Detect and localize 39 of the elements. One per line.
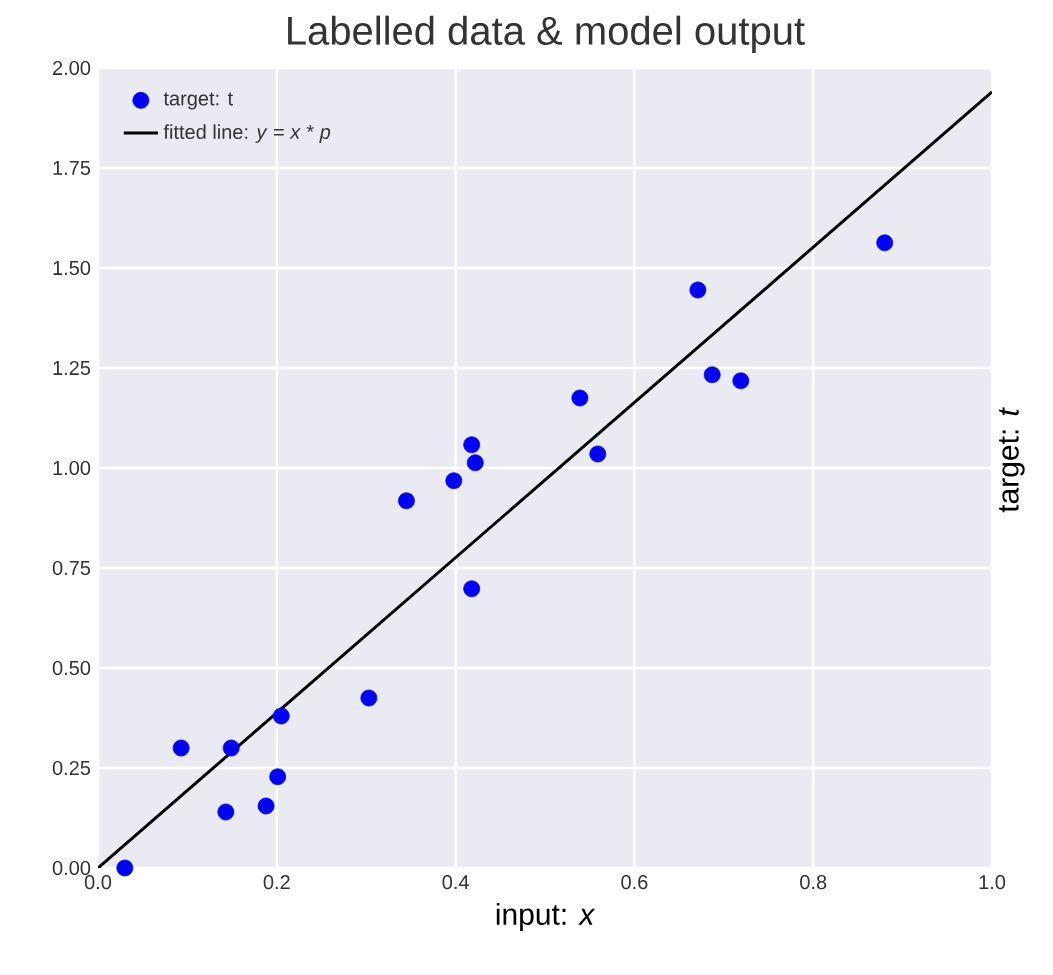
point	[571, 389, 589, 407]
point	[398, 492, 415, 510]
x-axis-title: input: x	[496, 902, 596, 931]
point	[269, 768, 287, 786]
point	[463, 436, 481, 454]
y-axis-title: target: t	[999, 407, 1025, 513]
x-tick-label: 0.2	[263, 875, 290, 890]
point	[876, 234, 894, 252]
y-tick-label: 2.00	[53, 60, 91, 76]
y-tick-label: 1.75	[53, 161, 91, 175]
point	[257, 797, 275, 815]
y-tick-label: 0.50	[52, 660, 91, 676]
legend-label: fitted line: y = x* p	[163, 124, 331, 143]
point	[222, 739, 240, 757]
y-tick-label: 0.75	[52, 560, 91, 576]
point	[172, 739, 190, 757]
point	[445, 472, 463, 490]
point	[217, 803, 235, 821]
point	[466, 454, 484, 472]
point	[360, 689, 378, 707]
chart-title: Labelled data & model output	[288, 15, 805, 53]
x-tick-label: 1.0	[979, 875, 1006, 890]
y-tick-label: 0.00	[52, 860, 91, 876]
x-tick-label: 0.0	[84, 875, 112, 890]
x-tick-label: 0.8	[800, 875, 827, 890]
x-tick-label: 0.4	[442, 875, 469, 890]
y-tick-label: 1.25	[53, 360, 91, 376]
y-tick-label: 1.00	[53, 460, 91, 476]
point	[116, 859, 134, 877]
x-tick-label: 0.6	[621, 875, 648, 890]
point	[272, 707, 290, 725]
y-tick-label: 1.50	[53, 260, 91, 276]
legend-label: target: t	[163, 92, 233, 110]
point	[703, 366, 721, 384]
y-tick-label: 0.25	[52, 760, 91, 776]
point	[689, 281, 707, 299]
point	[732, 372, 750, 390]
point	[463, 580, 481, 598]
point	[589, 445, 607, 463]
